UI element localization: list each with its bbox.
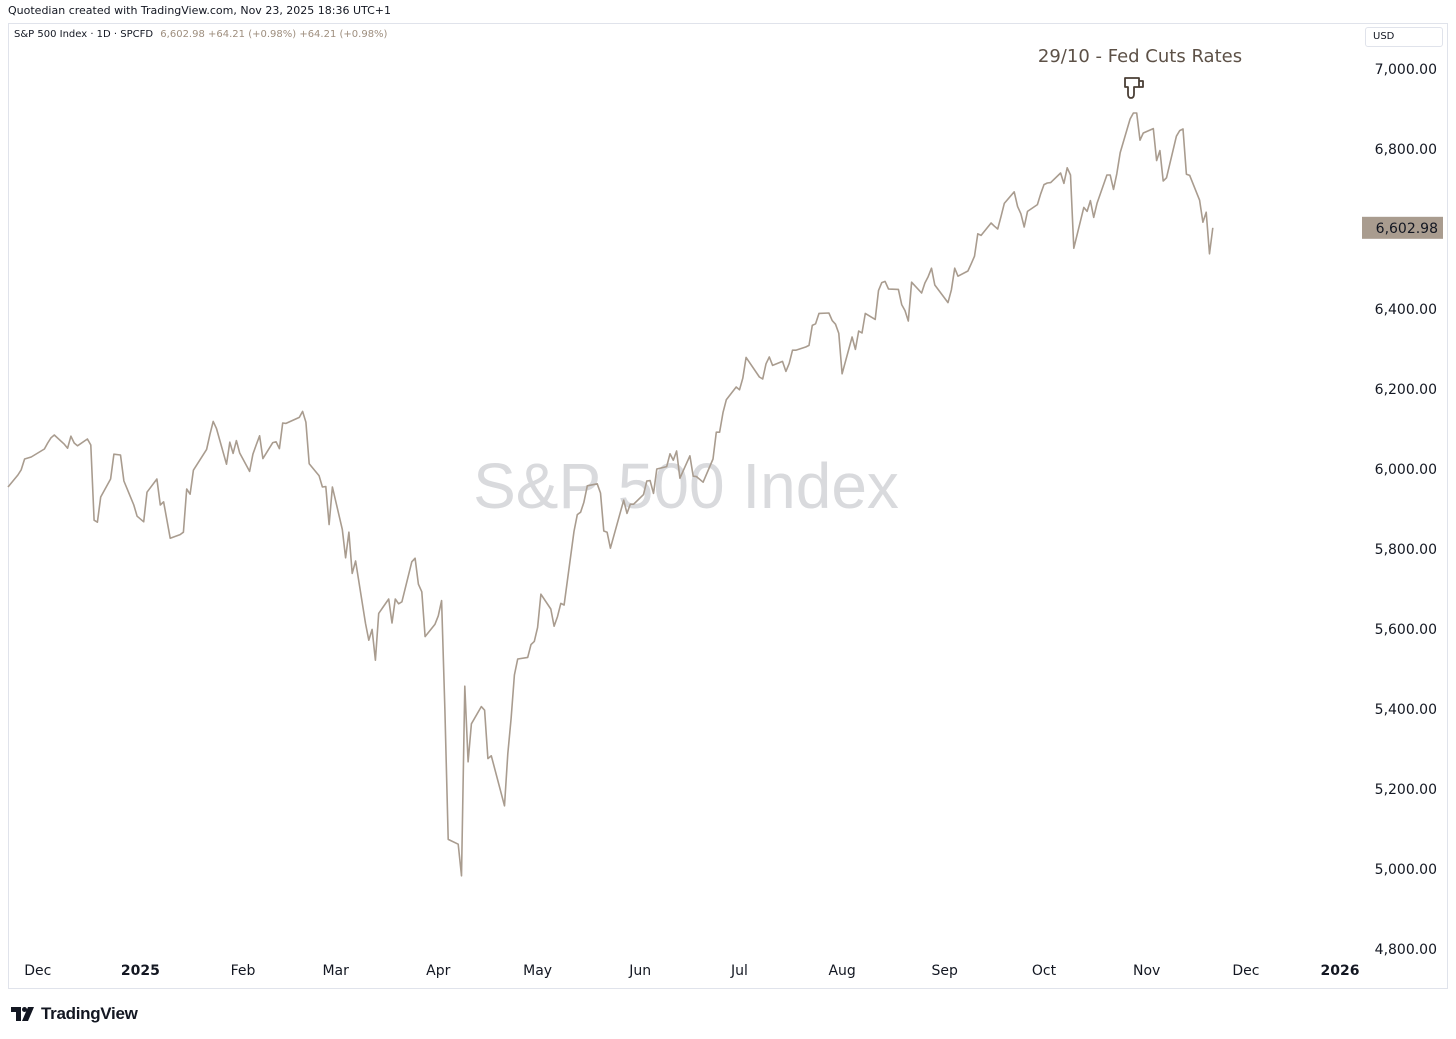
price-tick-label: 5,800.00 — [1375, 542, 1437, 558]
last-price-label: 6,602.98 — [1362, 216, 1443, 239]
price-tick-label: 5,400.00 — [1375, 702, 1437, 718]
time-tick-label: May — [523, 963, 552, 979]
legend-values: 6,602.98 +64.21 (+0.98%) +64.21 (+0.98%) — [160, 29, 388, 40]
price-tick-label: 6,200.00 — [1375, 382, 1437, 398]
time-tick-label: Aug — [828, 963, 855, 979]
last-price-box — [1362, 216, 1443, 239]
price-tick-label: 5,200.00 — [1375, 782, 1437, 798]
symbol-legend: S&P 500 Index · 1D · SPCFD 6,602.98 +64.… — [14, 29, 387, 40]
time-tick-label: 2026 — [1321, 963, 1360, 979]
time-tick-label: Sep — [932, 963, 959, 979]
time-tick-label: Jul — [730, 963, 748, 979]
time-axis[interactable]: Dec 2025 Feb Mar Apr May Jun Jul Aug Sep Oct Nov Dec… — [24, 963, 1359, 979]
time-tick-label: 2025 — [121, 963, 160, 979]
price-tick-label: 6,400.00 — [1375, 302, 1437, 318]
symbol-title: S&P 500 Index · 1D · SPCFD — [14, 29, 154, 40]
chart-watermark: S&P 500 Index — [473, 450, 899, 522]
price-series-line — [7, 112, 1214, 877]
tradingview-logo[interactable]: TradingView — [11, 1004, 138, 1024]
time-tick-label: Apr — [426, 963, 450, 979]
time-tick-label: Dec — [24, 963, 51, 979]
time-tick-label: Oct — [1032, 963, 1057, 979]
chart-panel[interactable] — [8, 23, 1448, 989]
annotation-label: 29/10 - Fed Cuts Rates — [1038, 46, 1242, 67]
price-axis[interactable]: 7,000.00 6,800.00 6,400.00 6,200.00 6,000.00… — [1375, 62, 1437, 958]
time-tick-label: Dec — [1232, 963, 1259, 979]
time-tick-label: Jun — [628, 963, 651, 979]
time-tick-label: Nov — [1133, 963, 1160, 979]
currency-selector[interactable]: USD — [1365, 27, 1443, 47]
price-tick-label: 5,000.00 — [1375, 862, 1437, 878]
price-tick-label: 7,000.00 — [1375, 62, 1437, 78]
chart-credit: Quotedian created with TradingView.com, … — [8, 4, 392, 17]
price-tick-label: 6,800.00 — [1375, 142, 1437, 158]
last-price-value: 6,602.98 — [1376, 221, 1438, 237]
tradingview-brand: TradingView — [41, 1004, 138, 1023]
tradingview-logo-icon — [11, 1007, 34, 1021]
price-tick-label: 5,600.00 — [1375, 622, 1437, 638]
pointing-hand-down-icon — [1124, 77, 1144, 99]
price-tick-label: 6,000.00 — [1375, 462, 1437, 478]
time-tick-label: Mar — [322, 963, 349, 979]
fed-cut-annotation: 29/10 - Fed Cuts Rates — [1038, 46, 1242, 99]
time-tick-label: Feb — [231, 963, 256, 979]
price-tick-label: 4,800.00 — [1375, 942, 1437, 958]
